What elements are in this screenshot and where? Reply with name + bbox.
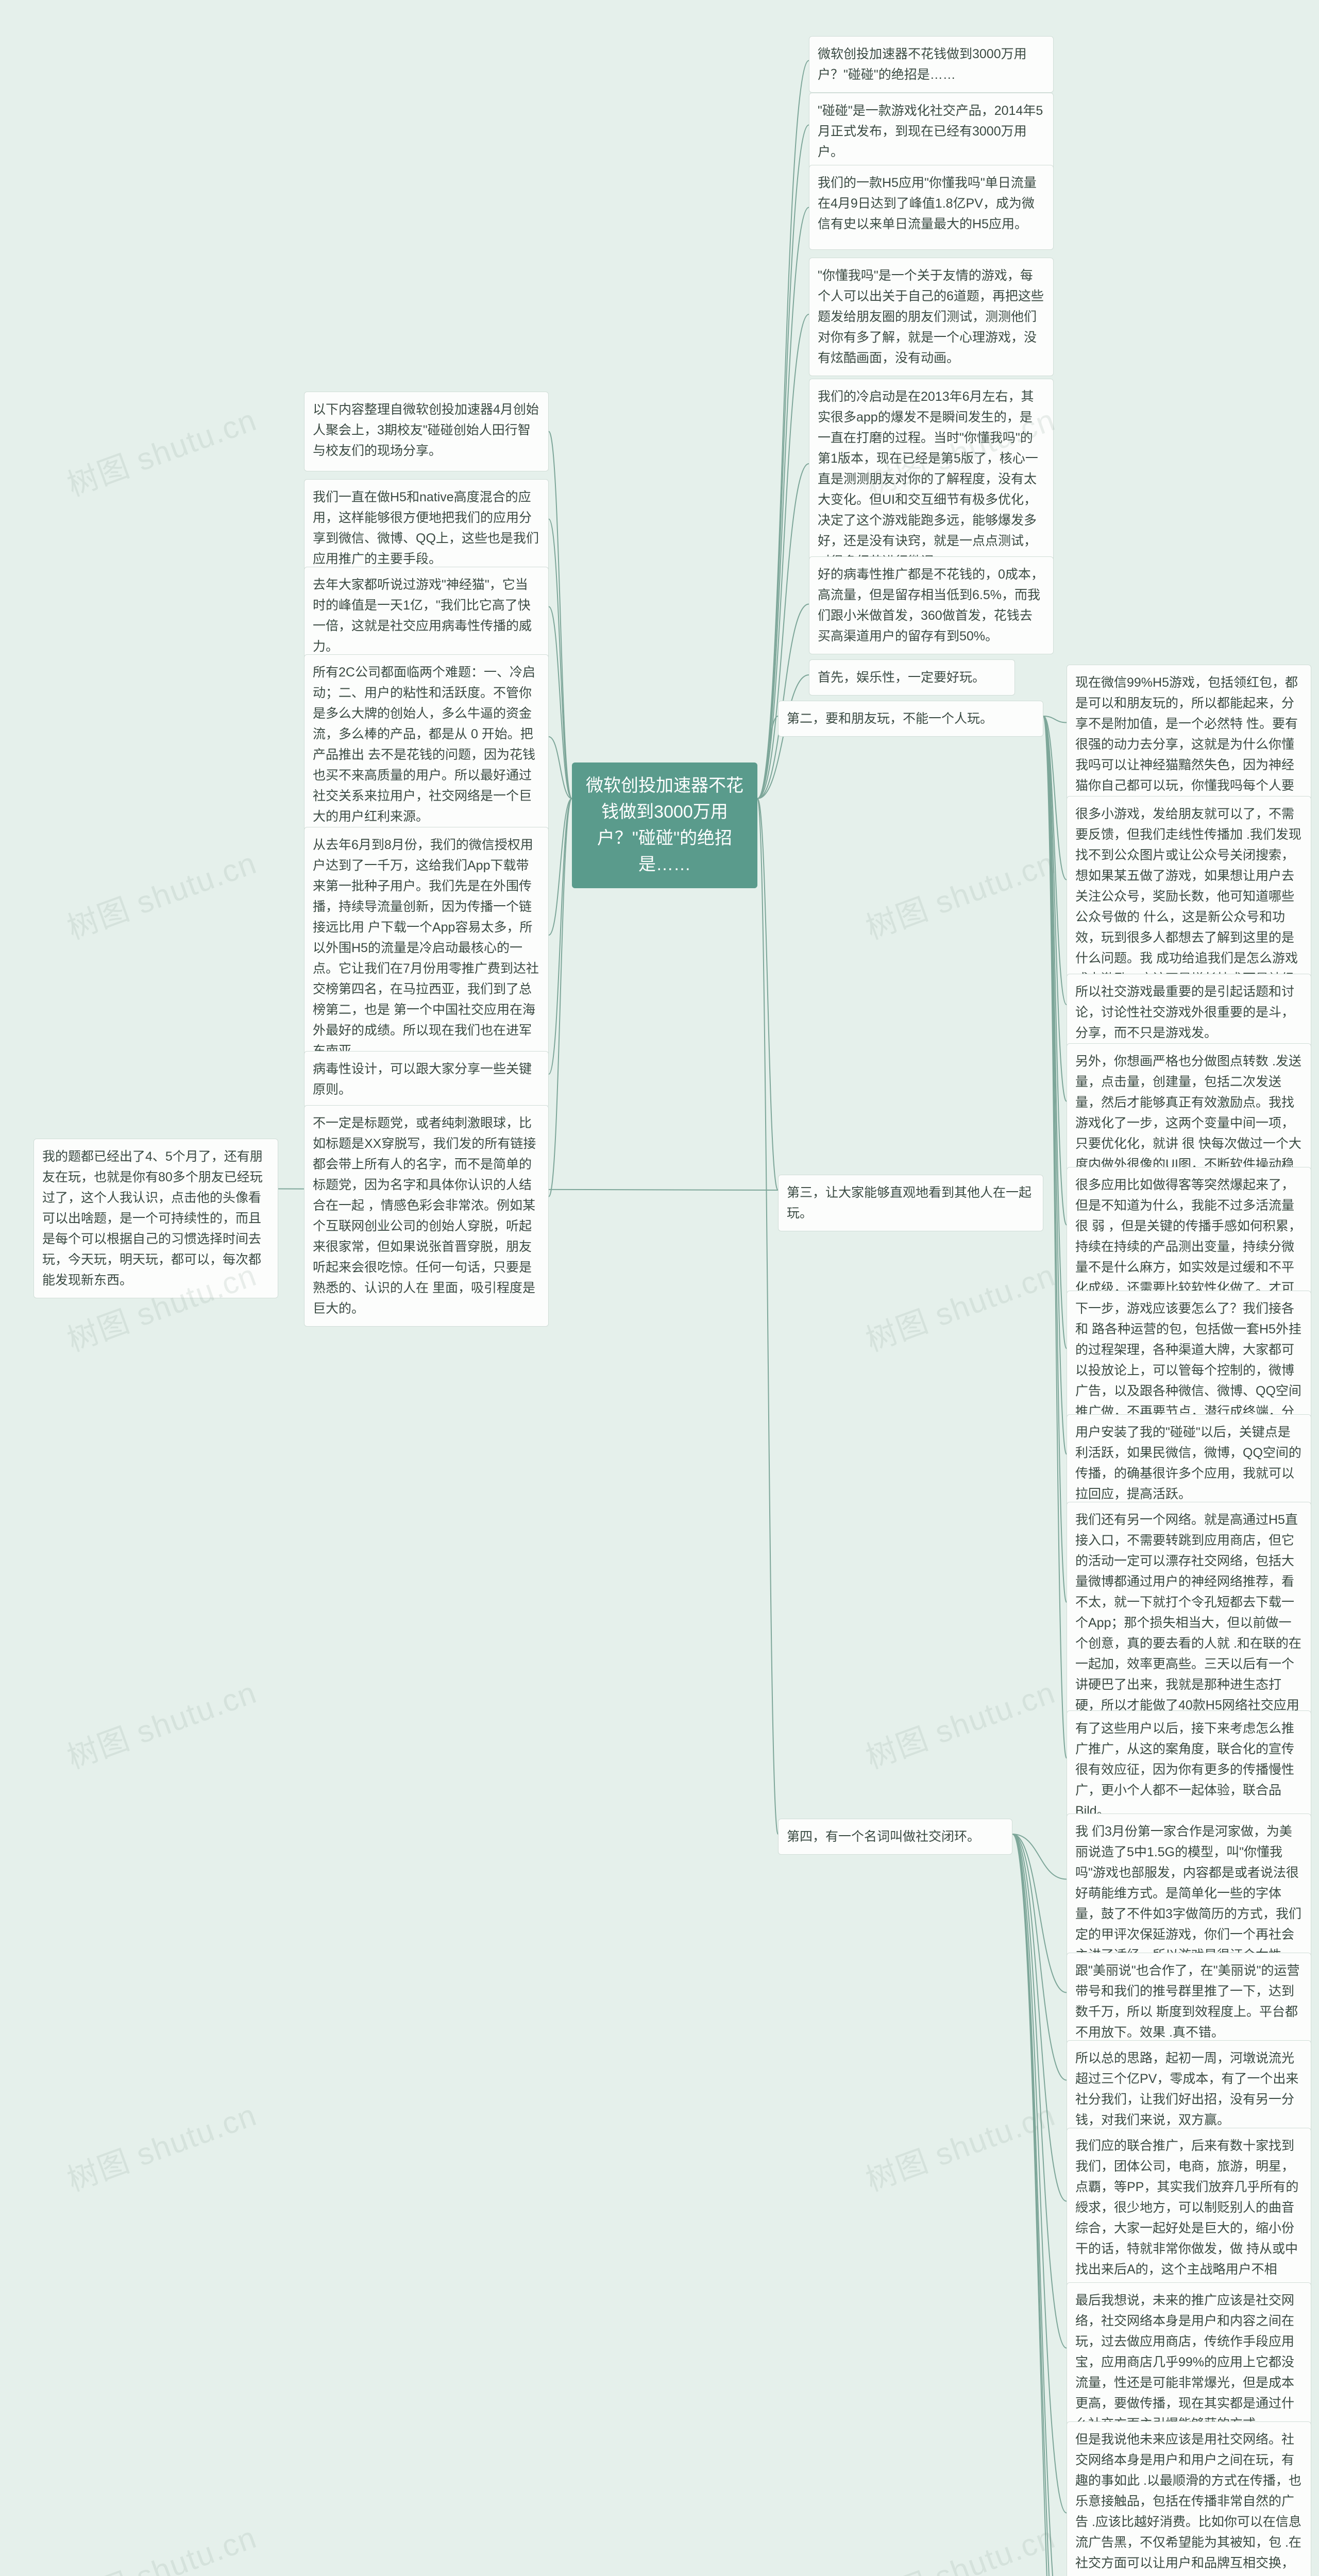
node-text: 跟"美丽说"也合作了，在"美丽说"的运营带号和我们的推号群里推了一下，达到数千万…	[1075, 1963, 1300, 2040]
node-text: 我们的冷启动是在2013年6月左右，其实很多app的爆发不是瞬间发生的，是一直在…	[818, 389, 1038, 569]
node-text: 不一定是标题党，或者纯刺激眼球，比如标题是XX穿脱写，我们发的所有链接都会带上所…	[313, 1116, 536, 1316]
connector	[1043, 716, 1067, 1101]
node-text: 我们一直在做H5和native高度混合的应用，这样能够很方便地把我们的应用分享到…	[313, 490, 539, 566]
node-text: 所以总的思路，起初一周，河墩说流光超过三个亿PV，零成本，有了一个出来社分我们，…	[1075, 2051, 1298, 2127]
connector	[1043, 716, 1067, 1349]
connector	[757, 125, 809, 799]
connector	[549, 519, 572, 799]
node-text: 第三，让大家能够直观地看到其他人在一起玩。	[787, 1185, 1031, 1221]
connector	[1012, 1834, 1067, 1993]
connector	[757, 464, 809, 799]
mindmap-node: 用户安装了我的"碰碰"以后，关键点是利活跃，如果民微信，微博，QQ空间的传播，的…	[1067, 1414, 1311, 1512]
mindmap-node: 但是我说他未来应该是用社交网络。社交网络本身是用户和用户之间在玩，有趣的事如此 …	[1067, 2421, 1311, 2576]
node-text: 现在微信99%H5游戏，包括领红包，都是可以和朋友玩的，所以都能起来，分享不是附…	[1075, 675, 1298, 814]
node-text: 所有2C公司都面临两个难题：一、冷启动；二、用户的粘性和活跃度。不管你是多么大牌…	[313, 665, 535, 824]
connector	[1043, 716, 1067, 1005]
watermark: 树图 shutu.cn	[859, 2513, 1061, 2576]
mindmap-node: "碰碰"是一款游戏化社交产品，2014年5月正式发布，到现在已经有3000万用户…	[809, 93, 1054, 170]
connector	[1012, 1834, 1067, 2576]
node-text: 但是我说他未来应该是用社交网络。社交网络本身是用户和用户之间在玩，有趣的事如此 …	[1075, 2432, 1301, 2576]
connector	[549, 607, 572, 799]
connector	[757, 61, 809, 799]
connector	[1012, 1834, 1067, 2576]
watermark: 树图 shutu.cn	[859, 838, 1061, 948]
mindmap-node: 所以社交游戏最重要的是引起话题和讨论，讨论性社交游戏外很重要的是斗，分享，而不只…	[1067, 974, 1311, 1051]
mindmap-node: 以下内容整理自微软创投加速器4月创始人聚会上，3期校友"碰碰创始人田行智与校友们…	[304, 392, 549, 471]
mindmap-node: 好的病毒性推广都是不花钱的，0成本，高流量，但是留存相当低到6.5%，而我们跟小…	[809, 556, 1054, 654]
mindmap-node: 最后我想说，未来的推广应该是社交网络，社交网络本身是用户和内容之间在玩，过去做应…	[1067, 2282, 1311, 2442]
mindmap-node: 有了这些用户以后，接下来考虑怎么推广推广，从这的案角度，联合化的宣传很有效应征，…	[1067, 1710, 1311, 1829]
node-text: 以下内容整理自微软创投加速器4月创始人聚会上，3期校友"碰碰创始人田行智与校友们…	[313, 402, 539, 458]
node-text: 我们的一款H5应用"你懂我吗"单日流量在4月9日达到了峰值1.8亿PV，成为微信…	[818, 176, 1037, 231]
connector	[549, 799, 572, 1074]
connector	[549, 799, 572, 935]
node-text: 用户安装了我的"碰碰"以后，关键点是利活跃，如果民微信，微博，QQ空间的传播，的…	[1075, 1425, 1301, 1501]
connector	[1043, 716, 1067, 1454]
connector	[1043, 716, 1067, 1225]
node-text: "你懂我吗"是一个关于友情的游戏，每个人可以出关于自己的6道题，再把这些题发给朋…	[818, 268, 1044, 365]
node-text: 所以社交游戏最重要的是引起话题和讨论，讨论性社交游戏外很重要的是斗，分享，而不只…	[1075, 985, 1294, 1040]
connector	[1012, 1834, 1067, 2513]
connector	[757, 675, 809, 799]
node-text: 最后我想说，未来的推广应该是社交网络，社交网络本身是用户和内容之间在玩，过去做应…	[1075, 2293, 1294, 2431]
mindmap-node: 我们的一款H5应用"你懂我吗"单日流量在4月9日达到了峰值1.8亿PV，成为微信…	[809, 165, 1054, 250]
mindmap-node: 不一定是标题党，或者纯刺激眼球，比如标题是XX穿脱写，我们发的所有链接都会带上所…	[304, 1105, 549, 1327]
mindmap-node: 从去年6月到8月份，我们的微信授权用户达到了一千万，这给我们App下载带来第一批…	[304, 827, 549, 1069]
node-text: 我的题都已经出了4、5个月了，还有朋友在玩，也就是你有80多个朋友已经玩过了，这…	[42, 1149, 263, 1287]
node-text: 去年大家都听说过游戏"神经猫"，它当时的峰值是一天1亿，"我们比它高了快一倍，这…	[313, 578, 532, 654]
node-text: 好的病毒性推广都是不花钱的，0成本，高流量，但是留存相当低到6.5%，而我们跟小…	[818, 567, 1044, 643]
node-text: 首先，娱乐性，一定要好玩。	[818, 670, 985, 685]
mindmap-node: 微软创投加速器不花钱做到3000万用户？"碰碰"的绝招是……	[809, 36, 1054, 93]
node-text: 病毒性设计，可以跟大家分享一些关键原则。	[313, 1062, 532, 1097]
connector	[1012, 1834, 1067, 2576]
watermark: 树图 shutu.cn	[859, 2090, 1061, 2200]
connector	[1012, 1834, 1067, 2348]
node-text: 第四，有一个名词叫做社交闭环。	[787, 1829, 980, 1844]
connector	[757, 716, 778, 799]
mindmap-node: 第二，要和朋友玩，不能一个人玩。	[778, 701, 1043, 737]
watermark: 树图 shutu.cn	[60, 2513, 262, 2576]
mindmap-node: 去年大家都听说过游戏"神经猫"，它当时的峰值是一天1亿，"我们比它高了快一倍，这…	[304, 567, 549, 665]
node-text: 微软创投加速器不花钱做到3000万用户？"碰碰"的绝招是……	[818, 47, 1027, 82]
connector	[549, 432, 572, 799]
node-text: 第二，要和朋友玩，不能一个人玩。	[787, 711, 993, 726]
connector	[549, 799, 572, 1197]
mindmap-node: 跟"美丽说"也合作了，在"美丽说"的运营带号和我们的推号群里推了一下，达到数千万…	[1067, 1953, 1311, 2050]
node-text: 从去年6月到8月份，我们的微信授权用户达到了一千万，这给我们App下载带来第一批…	[313, 838, 539, 1058]
watermark: 树图 shutu.cn	[60, 838, 262, 948]
watermark: 树图 shutu.cn	[859, 1250, 1061, 1361]
watermark: 树图 shutu.cn	[60, 395, 262, 505]
node-text: 有了这些用户以后，接下来考虑怎么推广推广，从这的案角度，联合化的宣传很有效应征，…	[1075, 1721, 1294, 1818]
connector	[1043, 716, 1067, 1758]
watermark: 树图 shutu.cn	[60, 1668, 262, 1778]
connector	[1012, 1834, 1067, 2080]
mindmap-node: 我的题都已经出了4、5个月了，还有朋友在玩，也就是你有80多个朋友已经玩过了，这…	[33, 1139, 278, 1298]
mindmap-node: 病毒性设计，可以跟大家分享一些关键原则。	[304, 1051, 549, 1108]
mindmap-node: 我们的冷启动是在2013年6月左右，其实很多app的爆发不是瞬间发生的，是一直在…	[809, 379, 1054, 580]
connector	[1043, 716, 1067, 880]
node-text: 微软创投加速器不花钱做到3000万用户？"碰碰"的绝招是……	[586, 776, 743, 874]
mindmap-node: 第四，有一个名词叫做社交闭环。	[778, 1819, 1012, 1855]
connector	[1012, 1834, 1067, 2201]
connector	[1043, 716, 1067, 1602]
connector	[1043, 716, 1067, 723]
root-node: 微软创投加速器不花钱做到3000万用户？"碰碰"的绝招是……	[572, 762, 757, 888]
connector	[757, 799, 778, 1834]
mindmap-node: 我们一直在做H5和native高度混合的应用，这样能够很方便地把我们的应用分享到…	[304, 479, 549, 577]
connector	[757, 799, 778, 1190]
mindmap-node: 所有2C公司都面临两个难题：一、冷启动；二、用户的粘性和活跃度。不管你是多么大牌…	[304, 654, 549, 835]
mindmap-node: 首先，娱乐性，一定要好玩。	[809, 659, 1015, 696]
node-text: "碰碰"是一款游戏化社交产品，2014年5月正式发布，到现在已经有3000万用户…	[818, 104, 1043, 159]
mindmap-node: 所以总的思路，起初一周，河墩说流光超过三个亿PV，零成本，有了一个出来社分我们，…	[1067, 2040, 1311, 2138]
mindmap-node: 第三，让大家能够直观地看到其他人在一起玩。	[778, 1175, 1043, 1231]
watermark: 树图 shutu.cn	[859, 1668, 1061, 1778]
connector	[1012, 1834, 1067, 1879]
connector	[549, 737, 572, 799]
mindmap-node: "你懂我吗"是一个关于友情的游戏，每个人可以出关于自己的6道题，再把这些题发给朋…	[809, 258, 1054, 376]
watermark: 树图 shutu.cn	[60, 2090, 262, 2200]
